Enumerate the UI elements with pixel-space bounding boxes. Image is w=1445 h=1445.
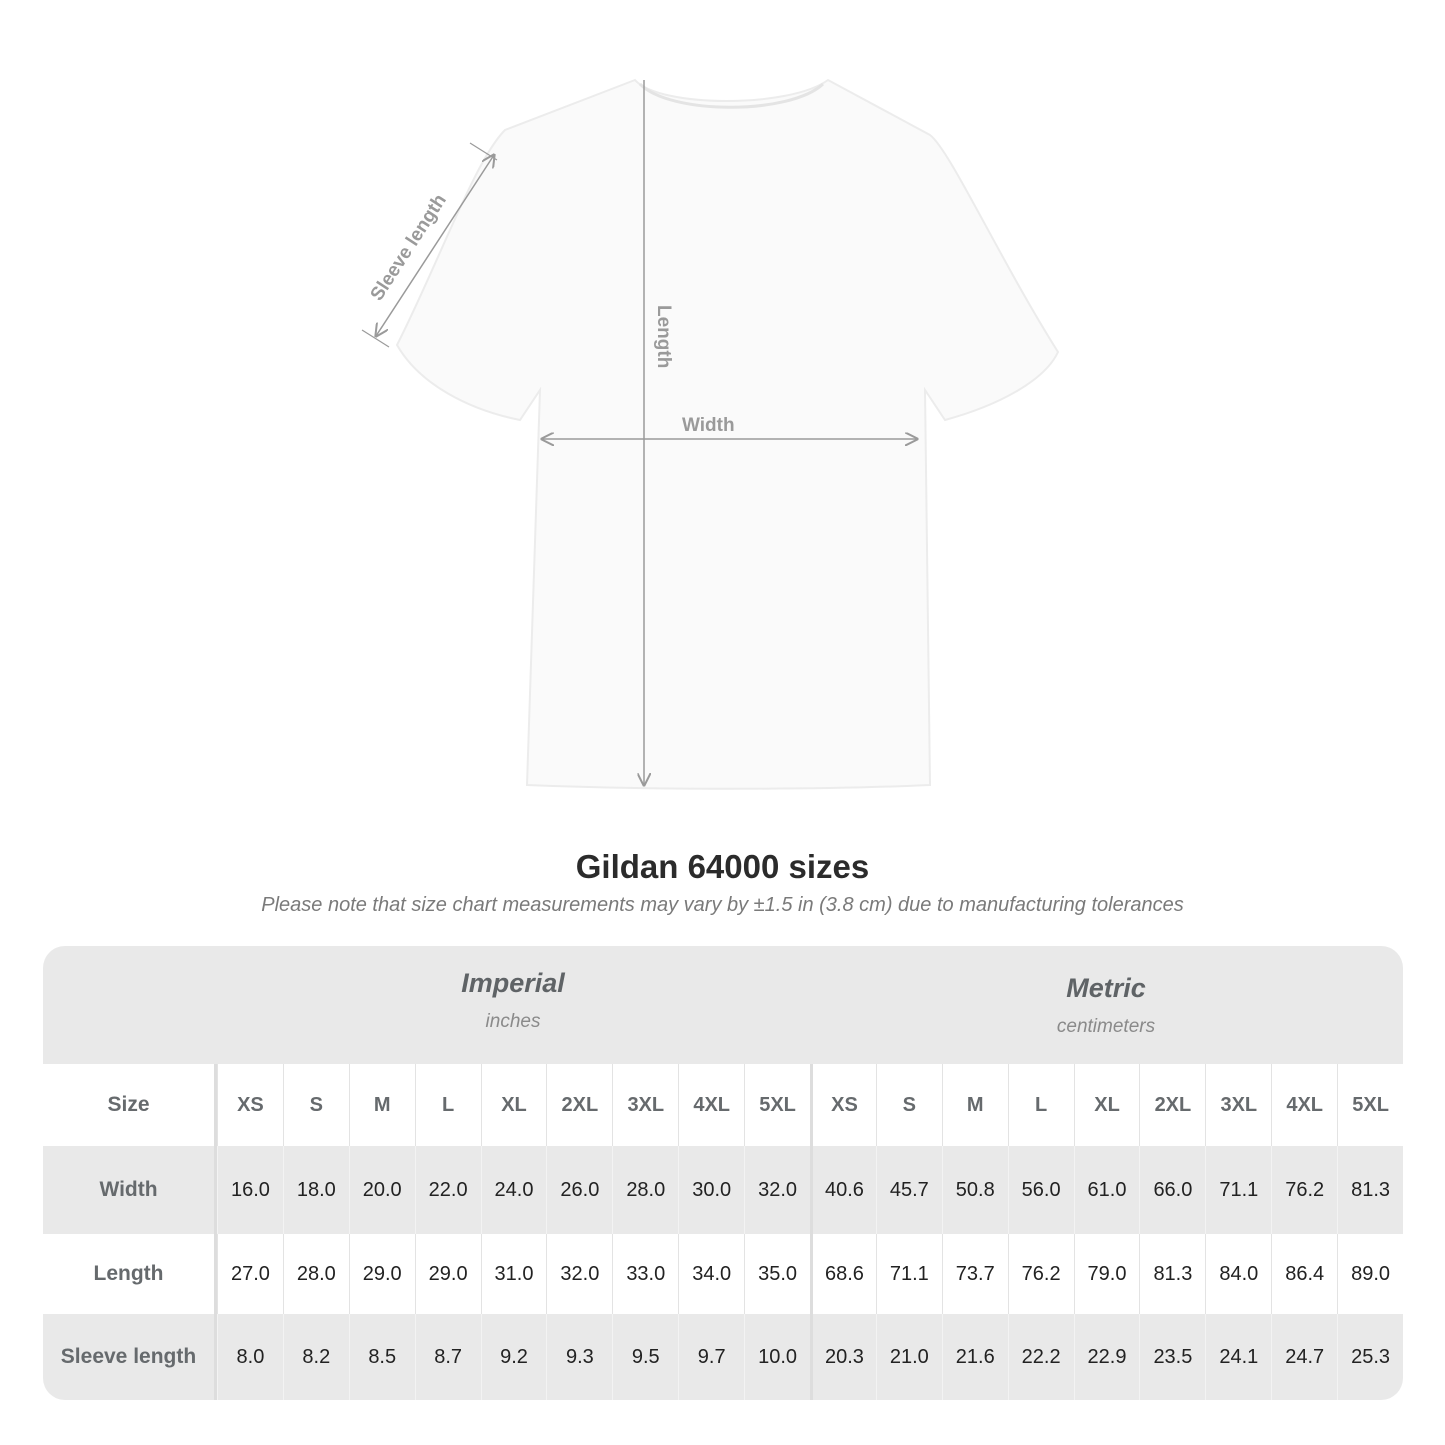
imperial-value-cell: 29.0	[348, 1234, 415, 1314]
metric-size-4xl: 4XL	[1271, 1064, 1337, 1146]
imperial-size-xl: XL	[480, 1064, 547, 1146]
imperial-value-cell: 8.7	[414, 1314, 481, 1400]
imperial-value-cell: 24.0	[480, 1146, 547, 1234]
metric-value-cell: 71.1	[875, 1234, 942, 1314]
sleeve-measure-line	[376, 155, 494, 336]
table-row: Width 16.0 18.0 20.0 22.0 24.0 26.0 28.0 30.0 32.…	[43, 1146, 1403, 1234]
imperial-size-l: L	[414, 1064, 481, 1146]
tshirt-illustration: Sleeve length Length Width	[361, 78, 1060, 790]
metric-value-cell: 22.2	[1007, 1314, 1074, 1400]
length-label: Length	[653, 305, 674, 368]
metric-title: Metric	[1066, 973, 1146, 1003]
tolerance-note: Please note that size chart measurements…	[261, 894, 1184, 916]
metric-size-l: L	[1007, 1064, 1074, 1146]
imperial-value-cell: 9.7	[678, 1314, 744, 1400]
page-title: Gildan 64000 sizes	[575, 848, 870, 885]
imperial-value-cell: 9.3	[546, 1314, 612, 1400]
imperial-value-cell: 32.0	[744, 1146, 810, 1234]
imperial-size-5xl: 5XL	[744, 1064, 810, 1146]
metric-size-m: M	[941, 1064, 1008, 1146]
row-label: Length	[43, 1234, 217, 1314]
imperial-value-cell: 28.0	[612, 1146, 678, 1234]
metric-value-cell: 81.3	[1337, 1146, 1403, 1234]
imperial-unit: inches	[485, 1011, 541, 1032]
metric-value-cell: 21.0	[875, 1314, 942, 1400]
imperial-value-cell: 18.0	[282, 1146, 349, 1234]
imperial-value-cell: 9.5	[612, 1314, 678, 1400]
imperial-size-2xl: 2XL	[546, 1064, 612, 1146]
metric-value-cell: 76.2	[1007, 1234, 1074, 1314]
metric-value-cell: 61.0	[1073, 1146, 1140, 1234]
imperial-value-cell: 8.5	[348, 1314, 415, 1400]
metric-value-cell: 25.3	[1337, 1314, 1403, 1400]
row-label: Width	[43, 1146, 217, 1234]
table-row: Sleeve length 8.0 8.2 8.5 8.7 9.2 9.3 9.5 9.7 10.…	[43, 1314, 1403, 1400]
metric-value-cell: 76.2	[1271, 1146, 1337, 1234]
metric-value-cell: 20.3	[810, 1314, 876, 1400]
imperial-value-cell: 32.0	[546, 1234, 612, 1314]
metric-value-cell: 79.0	[1073, 1234, 1140, 1314]
imperial-size-m: M	[348, 1064, 415, 1146]
metric-size-xs: XS	[810, 1064, 876, 1146]
metric-value-cell: 84.0	[1205, 1234, 1271, 1314]
metric-value-cell: 86.4	[1271, 1234, 1337, 1314]
metric-value-cell: 66.0	[1139, 1146, 1205, 1234]
metric-value-cell: 71.1	[1205, 1146, 1271, 1234]
imperial-value-cell: 8.0	[217, 1314, 283, 1400]
imperial-value-cell: 29.0	[414, 1234, 481, 1314]
metric-value-cell: 40.6	[810, 1146, 876, 1234]
size-table: Imperial inches Metric centimeters Size X…	[43, 946, 1403, 1400]
metric-value-cell: 50.8	[941, 1146, 1008, 1234]
imperial-value-cell: 31.0	[480, 1234, 547, 1314]
metric-value-cell: 24.7	[1271, 1314, 1337, 1400]
metric-value-cell: 24.1	[1205, 1314, 1271, 1400]
metric-value-cell: 45.7	[875, 1146, 942, 1234]
imperial-value-cell: 28.0	[282, 1234, 349, 1314]
imperial-value-cell: 26.0	[546, 1146, 612, 1234]
imperial-value-cell: 8.2	[282, 1314, 349, 1400]
metric-size-3xl: 3XL	[1205, 1064, 1271, 1146]
size-label: Size	[43, 1064, 217, 1146]
imperial-value-cell: 30.0	[678, 1146, 744, 1234]
metric-header: Metric centimeters	[809, 973, 1403, 1038]
metric-value-cell: 73.7	[941, 1234, 1008, 1314]
imperial-value-cell: 35.0	[744, 1234, 810, 1314]
imperial-size-3xl: 3XL	[612, 1064, 678, 1146]
imperial-value-cell: 16.0	[217, 1146, 283, 1234]
width-label: Width	[682, 415, 735, 436]
imperial-value-cell: 34.0	[678, 1234, 744, 1314]
metric-value-cell: 22.9	[1073, 1314, 1140, 1400]
metric-size-5xl: 5XL	[1337, 1064, 1403, 1146]
metric-size-xl: XL	[1073, 1064, 1140, 1146]
metric-unit: centimeters	[1056, 1016, 1156, 1037]
metric-size-2xl: 2XL	[1139, 1064, 1205, 1146]
table-row: Length 27.0 28.0 29.0 29.0 31.0 32.0 33.0 34.0 35…	[43, 1234, 1403, 1314]
imperial-size-4xl: 4XL	[678, 1064, 744, 1146]
metric-size-s: S	[875, 1064, 942, 1146]
metric-value-cell: 23.5	[1139, 1314, 1205, 1400]
imperial-title: Imperial	[461, 968, 565, 998]
metric-value-cell: 56.0	[1007, 1146, 1074, 1234]
imperial-value-cell: 27.0	[217, 1234, 283, 1314]
unit-header-band: Imperial inches Metric centimeters	[43, 946, 1403, 1064]
metric-value-cell: 21.6	[941, 1314, 1008, 1400]
imperial-value-cell: 20.0	[348, 1146, 415, 1234]
imperial-size-xs: XS	[217, 1064, 283, 1146]
imperial-header: Imperial inches	[217, 968, 809, 1033]
size-header-row: Size XS S M L XL 2XL 3XL 4XL 5XL XS S M L XL 2XL 3XL 4XL 5…	[43, 1064, 1403, 1146]
imperial-value-cell: 10.0	[744, 1314, 810, 1400]
imperial-value-cell: 9.2	[480, 1314, 547, 1400]
metric-value-cell: 68.6	[810, 1234, 876, 1314]
metric-value-cell: 81.3	[1139, 1234, 1205, 1314]
row-label: Sleeve length	[43, 1314, 217, 1400]
imperial-size-s: S	[282, 1064, 349, 1146]
metric-value-cell: 89.0	[1337, 1234, 1403, 1314]
imperial-value-cell: 33.0	[612, 1234, 678, 1314]
imperial-value-cell: 22.0	[414, 1146, 481, 1234]
